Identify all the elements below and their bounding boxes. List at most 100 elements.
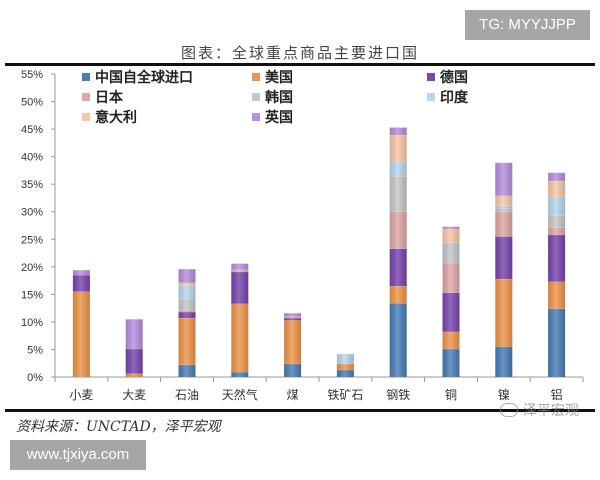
bar-shading [495, 195, 513, 206]
legend-swatch-icon [252, 73, 260, 81]
legend-label: 英国 [265, 110, 293, 126]
bar-shading [72, 270, 90, 276]
x-tick-label: 铜 [445, 387, 457, 402]
bar-shading [72, 275, 90, 292]
y-tick-label: 20% [21, 262, 43, 274]
x-tick-label: 小麦 [69, 388, 93, 402]
legend-item: 韩国 [252, 87, 293, 107]
bar-stack [178, 268, 196, 377]
bar-shading [284, 318, 302, 321]
bar-shading [231, 271, 249, 304]
bar-stack [548, 172, 566, 377]
x-tick-label: 大麦 [122, 388, 146, 402]
legend-label: 中国自全球进口 [95, 70, 193, 86]
bar-shading [336, 369, 354, 377]
bars [72, 127, 566, 377]
legend-item: 印度 [427, 87, 468, 107]
legend-swatch-icon [427, 73, 435, 81]
bar-shading [178, 311, 196, 319]
x-tick-label: 钢铁 [386, 388, 410, 402]
legend-swatch-icon [82, 93, 90, 101]
bar-shading [284, 320, 302, 364]
bar-shading [495, 278, 513, 347]
bar-shading [231, 372, 249, 377]
axes: 0% 5% 10% 15% 20% 25% 30% 35% 40% 45% 50% 55% 小麦 大麦 石油… [21, 69, 584, 402]
bar-shading [548, 308, 566, 377]
bar-shading [442, 262, 460, 293]
y-tick-label: 40% [21, 152, 43, 164]
bar-shading [178, 285, 196, 300]
x-tick-label: 石油 [175, 388, 199, 402]
bar-shading [495, 346, 513, 377]
wechat-watermark: 泽平宏观 [500, 400, 579, 420]
bar-shading [442, 228, 460, 243]
bar-stack [442, 226, 460, 377]
legend-item: 美国 [252, 67, 293, 87]
bar-shading [389, 303, 407, 377]
legend-label: 德国 [440, 70, 468, 86]
bar-shading [389, 176, 407, 212]
bar-shading [442, 226, 460, 229]
y-tick-label: 35% [21, 179, 43, 191]
bar-shading [178, 299, 196, 311]
bar-shading [231, 269, 249, 272]
x-tick-label: 铝 [551, 387, 563, 402]
bar-shading [389, 161, 407, 177]
legend-swatch-icon [252, 93, 260, 101]
x-tick-label: 镍 [498, 388, 510, 402]
legend-swatch-icon [82, 113, 90, 121]
bar-shading [284, 316, 302, 319]
source-note: 资料来源：UNCTAD，泽平宏观 [16, 419, 221, 435]
bar-shading [495, 205, 513, 209]
bar-shading [389, 248, 407, 287]
bar-shading [389, 135, 407, 162]
y-tick-label: 45% [21, 124, 43, 136]
stacked-bar-chart: 0% 5% 10% 15% 20% 25% 30% 35% 40% 45% 50% 55% 小麦 大麦 石油… [21, 69, 584, 402]
bar-shading [495, 236, 513, 279]
tg-watermark: TG: MYYJJPP [465, 10, 590, 40]
bar-shading [548, 172, 566, 181]
bar-shading [495, 162, 513, 196]
wechat-icon [500, 403, 518, 417]
bar-shading [548, 180, 566, 197]
bar-shading [442, 292, 460, 332]
legend-label: 美国 [265, 70, 293, 86]
bar-shading [178, 310, 196, 312]
x-tick-label: 煤 [287, 388, 299, 402]
bar-shading [389, 127, 407, 136]
y-tick-label: 50% [21, 97, 43, 109]
bar-stack [231, 263, 249, 377]
legend-item: 日本 [82, 87, 123, 107]
bar-shading [336, 353, 354, 364]
bar-shading [389, 286, 407, 304]
bar-shading [178, 318, 196, 365]
bar-shading [548, 196, 566, 216]
bottom-rule [5, 409, 595, 412]
bar-shading [442, 331, 460, 349]
bar-stack [495, 162, 513, 377]
y-tick-label: 25% [21, 234, 43, 246]
legend-item: 英国 [252, 107, 293, 127]
bar-shading [284, 363, 302, 377]
top-rule [5, 63, 595, 66]
bar-shading [389, 211, 407, 249]
legend-label: 韩国 [265, 90, 293, 106]
y-tick-label: 55% [21, 69, 43, 81]
legend-swatch-icon [252, 113, 260, 121]
legend-item: 意大利 [82, 107, 137, 127]
bar-shading [231, 303, 249, 373]
bar-shading [495, 211, 513, 237]
bar-shading [336, 363, 354, 370]
y-tick-label: 5% [27, 344, 43, 356]
bar-shading [284, 313, 302, 317]
bar-shading [548, 234, 566, 282]
bar-shading [125, 319, 143, 349]
bar-shading [442, 242, 460, 263]
bar-stack [389, 127, 407, 377]
bar-shading [178, 364, 196, 377]
legend-label: 印度 [440, 90, 468, 106]
bar-shading [178, 269, 196, 283]
chart-title: 图表：全球重点商品主要进口国 [180, 44, 419, 62]
bar-shading [231, 263, 249, 270]
y-tick-label: 0% [27, 372, 43, 384]
